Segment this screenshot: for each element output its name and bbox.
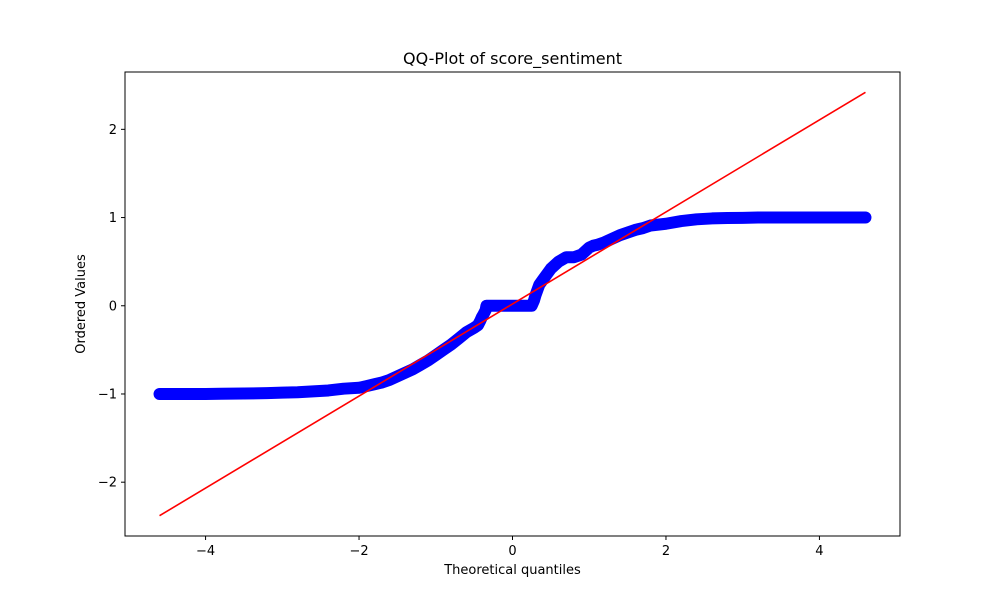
scatter-point (660, 218, 671, 229)
x-tick-label: 0 (508, 544, 516, 559)
scatter-point (722, 212, 733, 223)
scatter-point (453, 333, 464, 344)
y-axis-label: Ordered Values (74, 254, 89, 354)
scatter-point (323, 385, 334, 396)
x-tick-label: −2 (349, 544, 368, 559)
scatter-point (676, 216, 687, 227)
x-tick-label: 2 (662, 544, 670, 559)
x-tick-label: −4 (196, 544, 215, 559)
scatter-series-0 (153, 211, 872, 400)
scatter-point (361, 381, 372, 392)
scatter-point (553, 256, 564, 267)
chart-title: QQ-Plot of score_sentiment (403, 49, 622, 69)
scatter-point (200, 388, 211, 399)
scatter-point (568, 252, 579, 263)
data-layer (153, 91, 872, 517)
scatter-point (545, 263, 556, 274)
scatter-point (860, 212, 871, 223)
scatter-point (814, 212, 825, 223)
scatter-point (407, 364, 418, 375)
scatter-point (776, 212, 787, 223)
scatter-point (338, 383, 349, 394)
y-tick-label: 2 (109, 123, 117, 138)
scatter-point (261, 388, 272, 399)
scatter-point (215, 388, 226, 399)
scatter-point (354, 382, 365, 393)
scatter-point (277, 387, 288, 398)
scatter-point (599, 237, 610, 248)
y-axis-ticks: −2 −1 0 1 2 (98, 123, 125, 491)
scatter-point (737, 212, 748, 223)
y-tick-label: −2 (98, 476, 117, 491)
scatter-point (591, 239, 602, 250)
scatter-point (185, 388, 196, 399)
scatter-point (707, 213, 717, 224)
y-tick-label: 0 (109, 299, 117, 314)
scatter-point (607, 233, 618, 244)
scatter-point (753, 212, 764, 223)
scatter-point (292, 387, 303, 398)
scatter-point (530, 290, 541, 301)
scatter-point (484, 300, 495, 311)
y-tick-label: 1 (109, 211, 117, 226)
scatter-point (622, 227, 633, 238)
x-axis-ticks: −4 −2 0 2 4 (196, 536, 824, 559)
scatter-point (415, 359, 426, 370)
scatter-point (423, 355, 434, 366)
y-tick-label: −1 (98, 387, 117, 402)
scatter-point (430, 350, 441, 361)
scatter-point (637, 223, 648, 234)
scatter-point (369, 379, 380, 390)
scatter-point (515, 300, 526, 311)
x-tick-label: 4 (815, 544, 823, 559)
scatter-point (177, 388, 188, 399)
scatter-point (492, 300, 503, 311)
scatter-point (384, 374, 395, 385)
x-axis-label: Theoretical quantiles (443, 563, 581, 578)
scatter-point (499, 300, 510, 311)
scatter-point (308, 386, 318, 397)
scatter-point (799, 212, 810, 223)
scatter-point (829, 212, 840, 223)
scatter-point (154, 388, 165, 399)
scatter-point (691, 214, 702, 225)
reference-line (159, 91, 866, 517)
scatter-point (238, 388, 249, 399)
scatter-point (848, 212, 859, 223)
